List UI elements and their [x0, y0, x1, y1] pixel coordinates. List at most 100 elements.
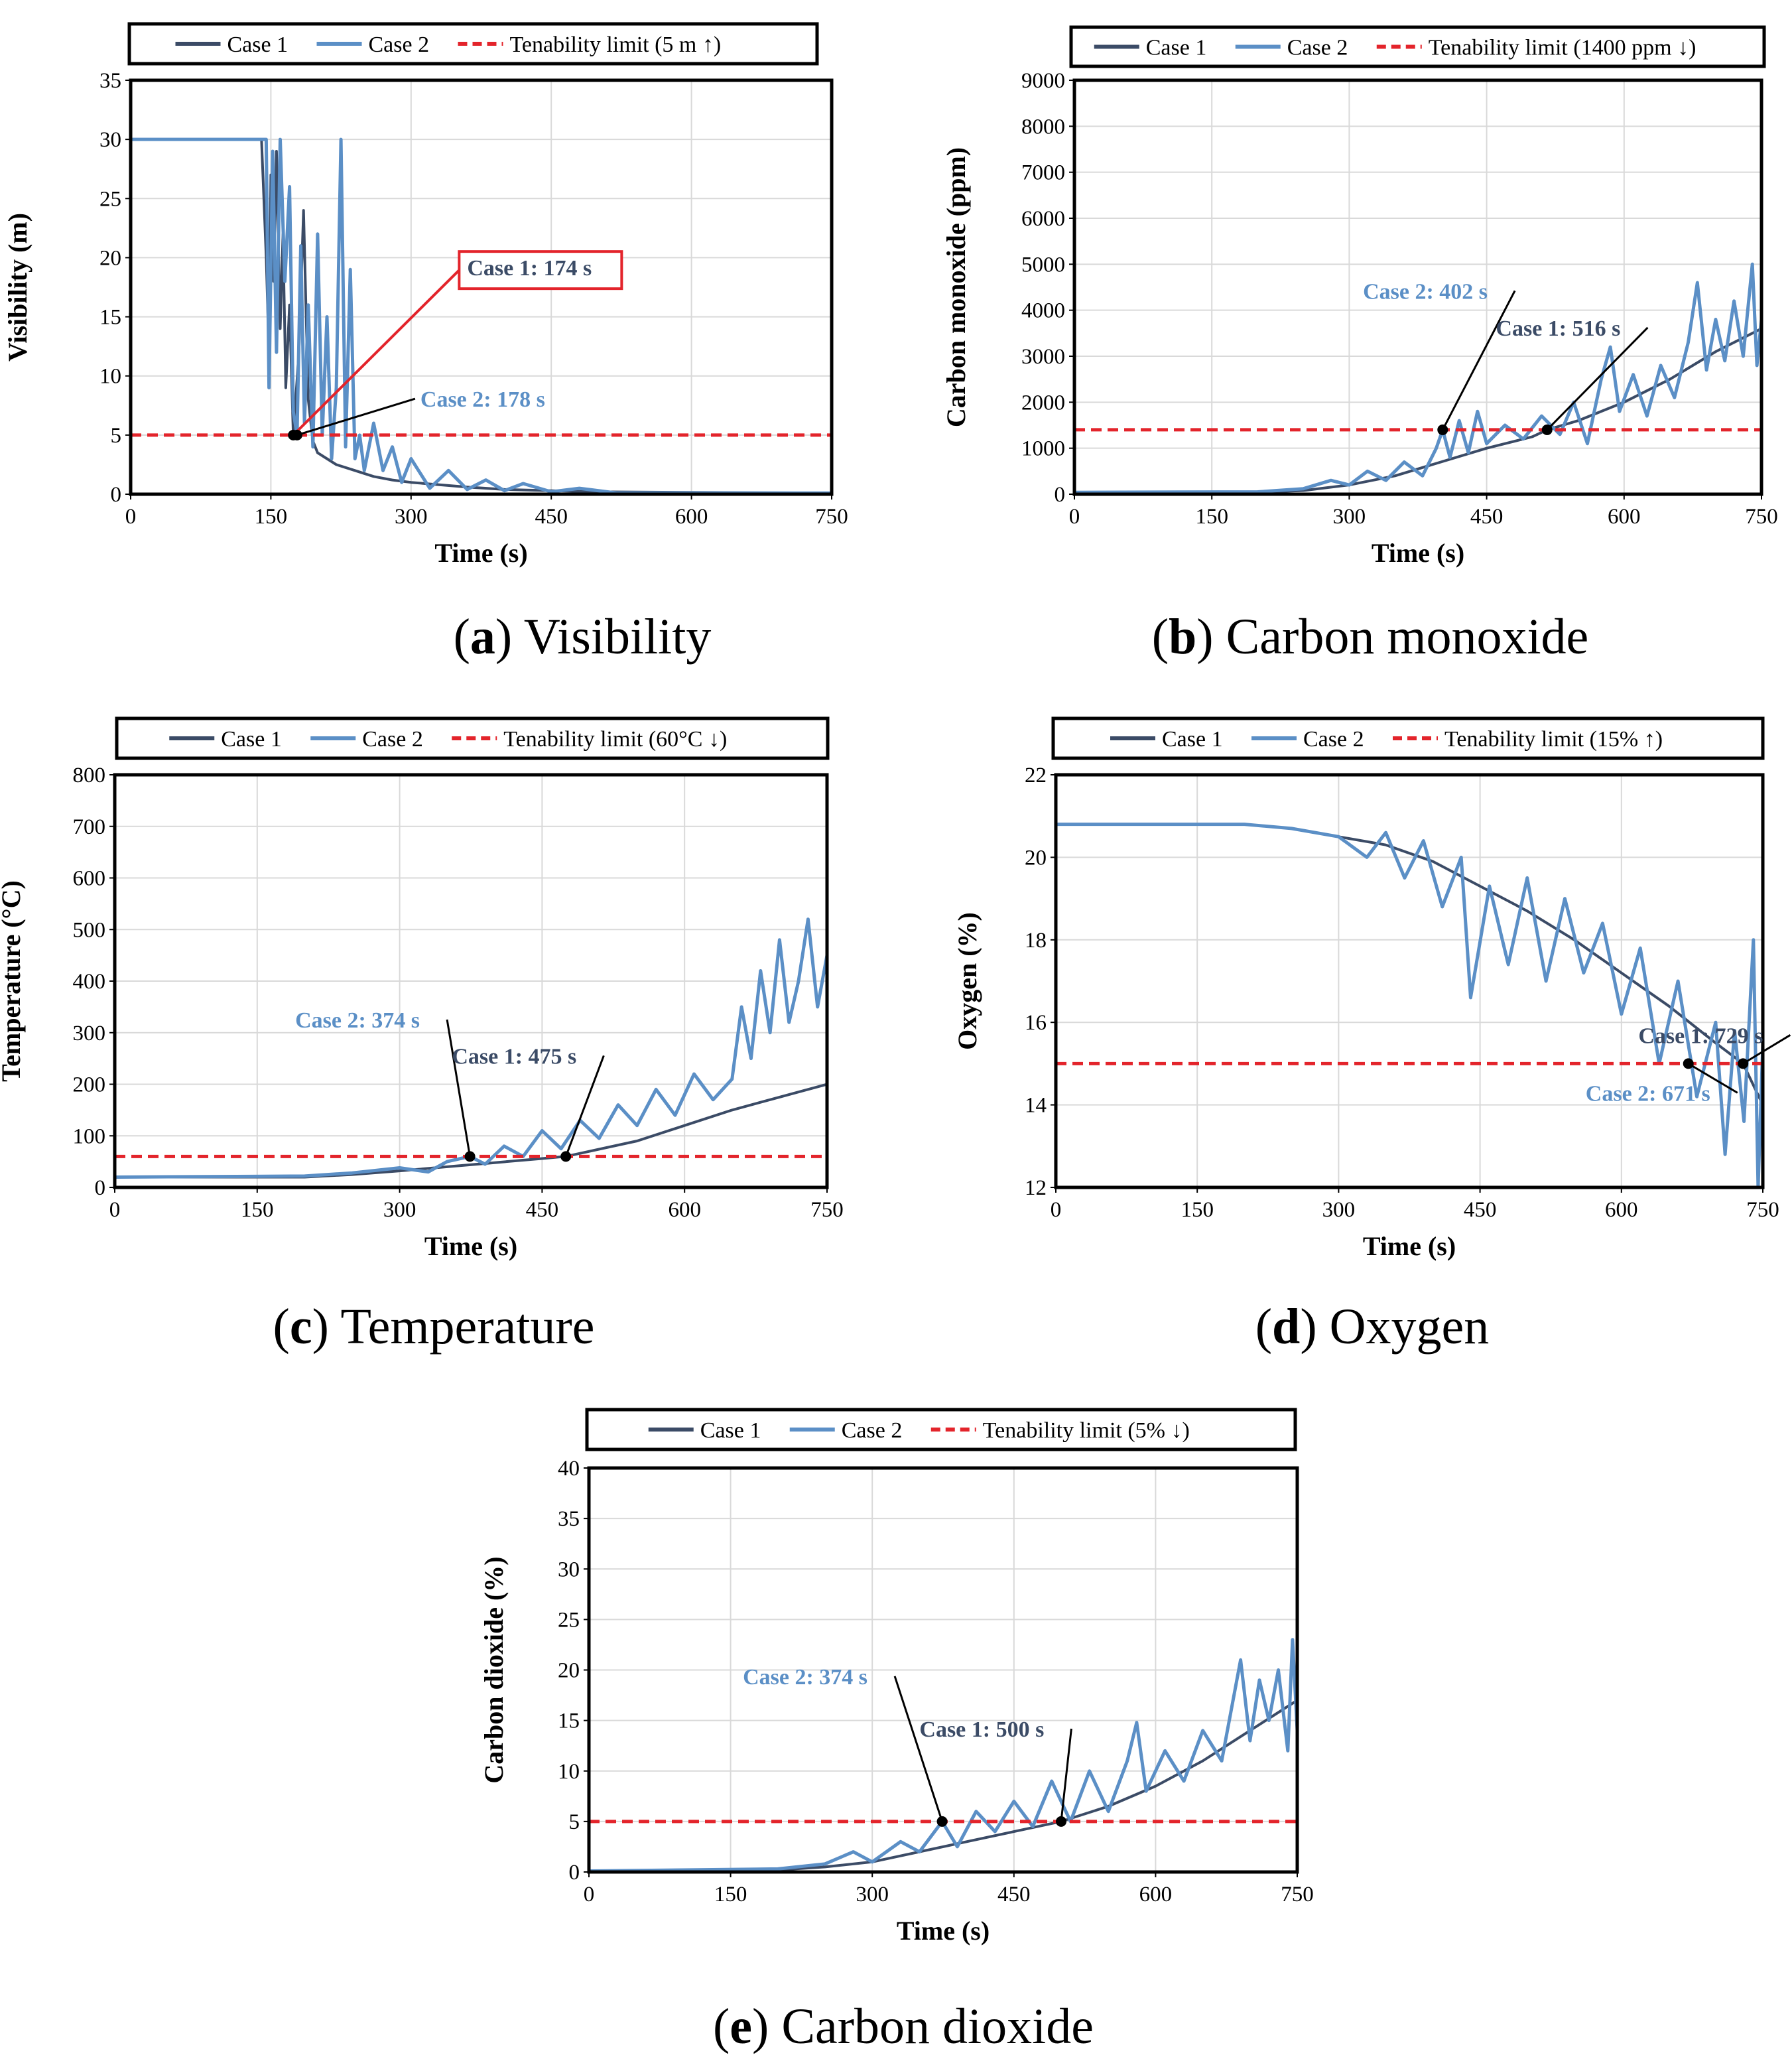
chart-b: 0 150 300 450 600 750 0 1000 2000 3000 4000 5000 600…	[941, 25, 1778, 665]
y-tick-label: 5000	[1021, 253, 1065, 277]
x-axis-title: Time (s)	[897, 1916, 990, 1946]
y-tick-label: 100	[73, 1124, 106, 1148]
y-tick-label: 0	[95, 1176, 106, 1200]
annotation-label: Case 1: 475 s	[452, 1044, 576, 1069]
plot-frame	[113, 773, 829, 1189]
x-tick-label: 0	[1051, 1198, 1062, 1222]
x-axis-title: Time (s)	[1363, 1231, 1456, 1261]
y-tick-label: 16	[1025, 1011, 1047, 1035]
x-tick-label: 0	[1069, 505, 1080, 529]
y-tick-label: 0	[569, 1861, 580, 1885]
series-line-case-2	[589, 1638, 1297, 1872]
annotation-leader	[1546, 326, 1649, 431]
annotation-leader	[1742, 1034, 1791, 1065]
x-tick-label: 300	[383, 1198, 416, 1222]
y-tick-label: 10	[99, 365, 121, 389]
annotation-label: Case 2: 671 s	[1586, 1081, 1710, 1106]
legend-entry: Tenability limit (5 m ↑)	[510, 33, 722, 57]
legend-frame	[585, 1408, 1297, 1451]
y-tick-label: 400	[73, 970, 106, 994]
series-line-case-2	[115, 917, 827, 1179]
y-tick-label: 500	[73, 918, 106, 942]
series-line-case-1	[1074, 327, 1761, 494]
chart-caption: (c) Temperature	[273, 1299, 595, 1355]
annotation-label: Case 1: 729 s	[1638, 1024, 1763, 1048]
x-tick-label: 450	[1470, 505, 1504, 529]
x-tick-label: 600	[1608, 505, 1641, 529]
y-tick-label: 14	[1025, 1094, 1047, 1118]
chart-caption: (b) Carbon monoxide	[1152, 609, 1589, 665]
chart-c: 0 150 300 450 600 750 0 100 200 300 400 500 600 700 80…	[0, 716, 844, 1355]
annotation-leader	[296, 397, 416, 436]
annotation-point	[291, 429, 302, 440]
annotation-leader	[564, 1055, 605, 1157]
plot-frame	[587, 1466, 1299, 1874]
y-tick-label: 2000	[1021, 391, 1065, 415]
x-tick-label: 150	[1181, 1198, 1214, 1222]
chart-caption: (a) Visibility	[454, 609, 712, 665]
x-tick-label: 750	[810, 1198, 844, 1222]
y-axis-title: Visibility (m)	[3, 213, 32, 362]
legend-entry: Tenability limit (15% ↑)	[1444, 727, 1663, 752]
annotation-label: Case 1: 174 s	[467, 256, 592, 281]
y-tick-label: 3000	[1021, 345, 1065, 369]
x-tick-label: 0	[584, 1883, 595, 1906]
series-group	[589, 1638, 1297, 1872]
legend: Case 1 Case 2 Tenability limit (15% ↑)	[1051, 716, 1765, 760]
chart-d: 0 150 300 450 600 750 12 14 16 18 20 22 Case 1: 729 …	[952, 716, 1791, 1355]
y-tick-label: 40	[558, 1457, 580, 1481]
x-tick-label: 750	[1746, 1198, 1779, 1222]
legend-entry: Case 1	[1146, 36, 1207, 60]
legend-entry: Case 2	[362, 727, 423, 752]
series-group	[1074, 262, 1761, 494]
x-tick-label: 300	[856, 1883, 889, 1906]
series-line-case-2	[1056, 823, 1763, 1187]
x-tick-label: 300	[395, 505, 428, 529]
x-tick-label: 600	[675, 505, 708, 529]
legend-entry: Case 1	[1162, 727, 1223, 752]
legend-entry: Case 2	[842, 1418, 903, 1443]
y-tick-label: 7000	[1021, 161, 1065, 185]
x-tick-label: 600	[1605, 1198, 1638, 1222]
x-tick-label: 150	[1195, 505, 1228, 529]
chart-e: 0 150 300 450 600 750 0 5 10 15 20 25 30 35 40 Case 2: …	[479, 1408, 1314, 2054]
y-tick-label: 20	[558, 1659, 580, 1683]
x-tick-label: 450	[997, 1883, 1031, 1906]
x-tick-label: 150	[255, 505, 288, 529]
annotation-leader	[1687, 1063, 1738, 1094]
y-tick-label: 22	[1025, 764, 1047, 787]
gridlines	[115, 775, 827, 1187]
annotation-leader	[292, 269, 460, 436]
annotation-label: Case 1: 500 s	[919, 1717, 1044, 1742]
annotation-label: Case 1: 516 s	[1496, 316, 1620, 341]
series-group	[1056, 823, 1763, 1187]
annotation-box	[458, 250, 623, 291]
annotation-label: Case 2: 178 s	[420, 387, 545, 412]
chart-a: 0 150 300 450 600 750 0 5 10 15 20 25 30 35 Case 1: 17…	[3, 22, 848, 665]
legend-entry: Case 2	[1303, 727, 1364, 752]
y-tick-label: 600	[73, 867, 106, 891]
annotation-label: Case 2: 402 s	[1363, 279, 1488, 304]
annotation-point	[560, 1151, 572, 1162]
annotation-leader	[893, 1676, 944, 1822]
y-tick-label: 15	[99, 306, 121, 330]
series-group	[131, 137, 832, 494]
series-line-case-2	[1074, 262, 1761, 494]
legend: Case 1 Case 2 Tenability limit (5 m ↑)	[127, 22, 819, 66]
plot-frame	[1072, 78, 1763, 496]
y-tick-label: 20	[1025, 846, 1047, 870]
y-tick-label: 200	[73, 1073, 106, 1097]
legend-entry: Case 2	[369, 33, 430, 57]
annotation-label: Case 2: 374 s	[743, 1665, 867, 1690]
chart-caption: (d) Oxygen	[1255, 1299, 1490, 1355]
y-tick-label: 10	[558, 1760, 580, 1784]
y-tick-label: 300	[73, 1022, 106, 1045]
y-tick-label: 1000	[1021, 437, 1065, 461]
legend-entry: Case 2	[1287, 36, 1348, 60]
x-axis-title: Time (s)	[434, 538, 527, 568]
x-tick-label: 450	[535, 505, 568, 529]
plot-frame	[1054, 773, 1765, 1189]
legend-entry: Tenability limit (1400 ppm ↓)	[1429, 36, 1696, 60]
annotation-leader	[1441, 290, 1516, 431]
y-tick-label: 30	[99, 128, 121, 152]
